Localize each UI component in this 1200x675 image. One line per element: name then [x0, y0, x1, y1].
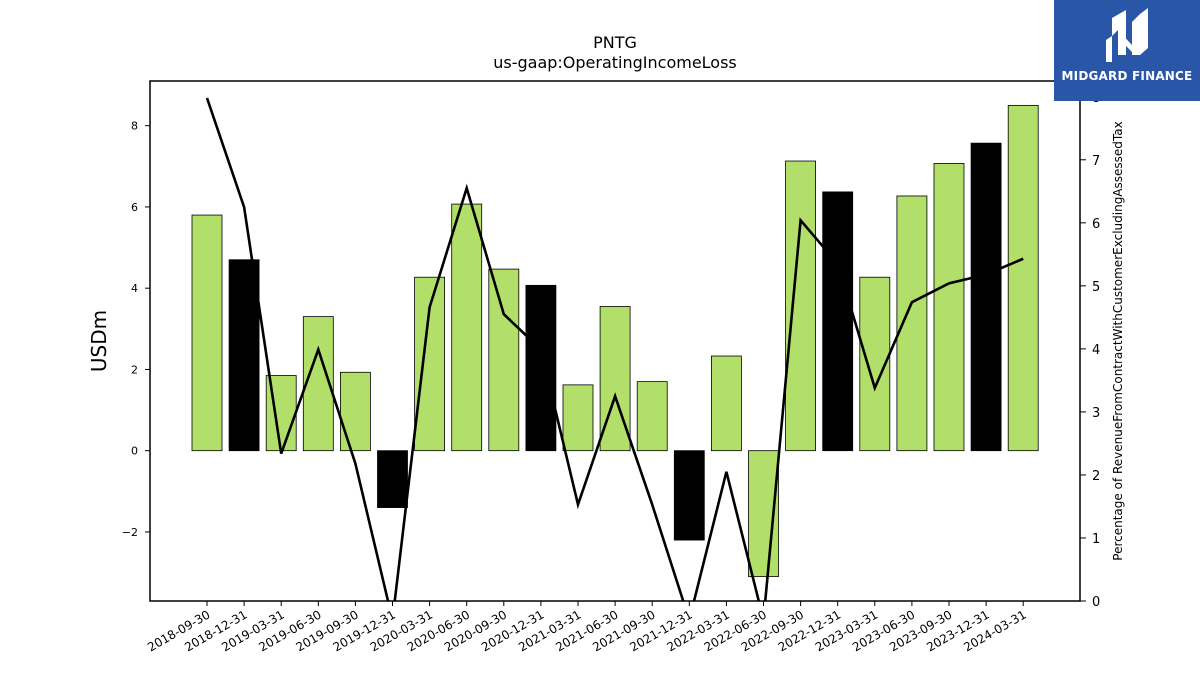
y-tick-label: 2 [131, 363, 138, 376]
y2-tick-label: 4 [1092, 343, 1100, 358]
bar-2020-12-31 [525, 284, 557, 452]
y2-tick-label: 2 [1092, 469, 1100, 484]
y-tick-label: 0 [131, 445, 138, 458]
bar-2021-12-31 [673, 450, 705, 541]
bar-2018-12-31 [228, 259, 260, 452]
x-axis: 2018-09-302018-12-312019-03-312019-06-30… [145, 601, 1029, 654]
left-axis: −2 0 2 4 6 8 [122, 120, 150, 539]
bar-2021-03-31 [562, 384, 594, 452]
y2-tick-label: 3 [1092, 406, 1100, 421]
y2-tick-label: 6 [1092, 217, 1100, 232]
right-axis: 012345678 [1080, 91, 1100, 610]
bar-2022-03-31 [711, 355, 742, 452]
y2-tick-label: 7 [1092, 154, 1100, 169]
y-tick-label: 4 [131, 282, 138, 295]
bar-2022-09-30 [785, 160, 816, 452]
y-axis-label: USDm [87, 310, 111, 372]
bar-series [191, 104, 1039, 578]
bar-2023-09-30 [933, 163, 965, 452]
bar-2022-12-31 [822, 191, 854, 452]
bar-2019-12-31 [377, 450, 408, 508]
bar-2023-12-31 [970, 142, 1002, 452]
y2-tick-label: 0 [1092, 595, 1100, 610]
bar-2019-09-30 [339, 371, 371, 452]
y2-axis-label: Percentage of RevenueFromContractWithCus… [1111, 121, 1125, 560]
bar-2020-06-30 [451, 203, 483, 452]
bar-2021-09-30 [636, 381, 668, 452]
brand-logo: MIDGARD FINANCE [1054, 0, 1200, 101]
bar-2024-03-31 [1007, 104, 1039, 452]
chart-title: PNTG [593, 33, 637, 52]
bar-2020-09-30 [488, 268, 520, 452]
y-tick-label: −2 [122, 526, 138, 539]
y2-tick-label: 1 [1092, 532, 1100, 547]
line-series [205, 97, 1024, 601]
y-tick-label: 6 [131, 201, 138, 214]
logo-mark-icon [1106, 8, 1148, 62]
chart-subtitle: us-gaap:OperatingIncomeLoss [493, 53, 737, 72]
y-tick-label: 8 [131, 120, 138, 133]
line-ratio [205, 97, 1024, 601]
logo-text: MIDGARD FINANCE [1061, 69, 1193, 83]
y2-tick-label: 5 [1092, 280, 1100, 295]
bar-2018-09-30 [191, 214, 223, 452]
